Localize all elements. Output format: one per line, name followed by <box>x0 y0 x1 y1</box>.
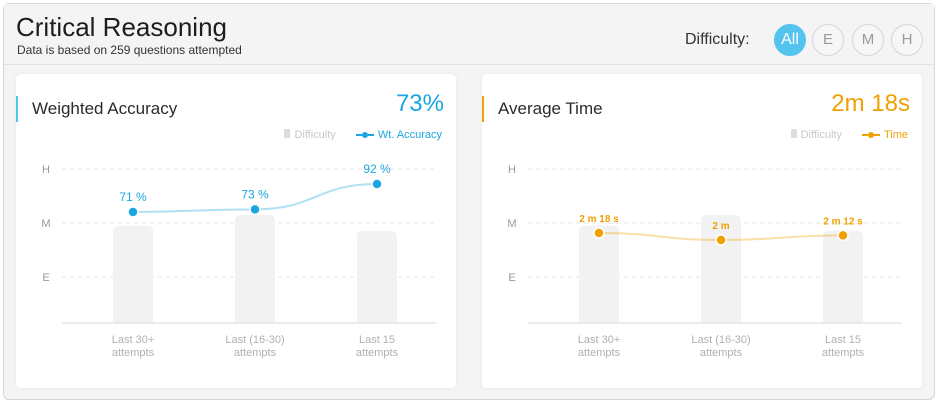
difficulty-label: Difficulty: <box>685 31 750 48</box>
difficulty-bar[interactable] <box>113 225 153 323</box>
series-point[interactable] <box>371 178 383 190</box>
series-point[interactable] <box>249 203 261 216</box>
x-tick-label: attempts <box>822 347 865 359</box>
page-subtitle: Data is based on 259 questions attempted <box>17 43 242 57</box>
difficulty-medium-button[interactable]: M <box>852 24 884 56</box>
y-tick-label: E <box>508 272 515 284</box>
card-title: Weighted Accuracy <box>16 96 177 122</box>
x-tick-label: Last (16-30) <box>225 334 284 346</box>
series-point[interactable] <box>127 206 139 218</box>
accuracy-value: 73% <box>395 90 444 117</box>
difficulty-easy-button[interactable]: E <box>812 24 844 56</box>
page-title: Critical Reasoning <box>16 12 227 42</box>
bar-swatch-icon <box>284 129 291 138</box>
legend-time[interactable]: Time <box>861 129 908 141</box>
chart-legend: Difficulty Wt. Accuracy <box>284 129 442 141</box>
x-tick-label: Last 30+ <box>112 334 155 346</box>
difficulty-hard-button[interactable]: H <box>891 24 923 56</box>
legend-wt-accuracy[interactable]: Wt. Accuracy <box>355 129 442 141</box>
bar-swatch-icon <box>790 129 797 138</box>
x-tick-label: attempts <box>356 347 399 359</box>
y-tick-label: E <box>42 272 49 284</box>
average-time-card: Average Time 2m 18s Difficulty Time E M H L… <box>482 74 922 388</box>
x-tick-label: Last (16-30) <box>691 334 750 346</box>
series-point[interactable] <box>837 229 849 242</box>
data-label: 2 m 18 s <box>579 214 619 225</box>
x-tick-label: attempts <box>700 347 743 359</box>
series-point[interactable] <box>715 234 727 246</box>
legend-difficulty[interactable]: Difficulty <box>284 129 336 141</box>
x-tick-label: attempts <box>578 347 621 359</box>
line-swatch-icon <box>861 131 880 139</box>
y-tick-label: M <box>507 218 516 230</box>
data-label: 71 % <box>119 190 147 204</box>
x-tick-label: attempts <box>112 347 155 359</box>
y-tick-label: H <box>508 164 516 176</box>
x-tick-label: attempts <box>234 347 277 359</box>
data-label: 2 m <box>712 221 729 232</box>
line-swatch-icon <box>355 131 374 139</box>
difficulty-bar[interactable] <box>579 225 619 323</box>
data-label: 92 % <box>363 162 391 176</box>
series-point[interactable] <box>593 227 605 239</box>
legend-difficulty[interactable]: Difficulty <box>790 129 842 141</box>
chart-legend: Difficulty Time <box>790 129 908 141</box>
difficulty-bar[interactable] <box>235 215 275 323</box>
time-value: 2m 18s <box>831 90 910 117</box>
x-tick-label: Last 15 <box>825 334 861 346</box>
main-panel: Critical Reasoning Data is based on 259 … <box>3 3 935 400</box>
weighted-accuracy-card: Weighted Accuracy 73% Difficulty Wt. Acc… <box>16 74 456 388</box>
data-label: 2 m 12 s <box>823 216 863 227</box>
y-tick-label: M <box>41 218 50 230</box>
page-header: Critical Reasoning Data is based on 259 … <box>4 4 934 65</box>
data-label: 73 % <box>241 187 269 201</box>
x-tick-label: Last 30+ <box>578 334 621 346</box>
difficulty-bar[interactable] <box>823 230 863 323</box>
difficulty-bar[interactable] <box>701 215 741 323</box>
card-title: Average Time <box>482 96 603 122</box>
y-tick-label: H <box>42 164 50 176</box>
difficulty-all-button[interactable]: All <box>774 24 806 56</box>
x-tick-label: Last 15 <box>359 334 395 346</box>
difficulty-bar[interactable] <box>357 230 397 323</box>
